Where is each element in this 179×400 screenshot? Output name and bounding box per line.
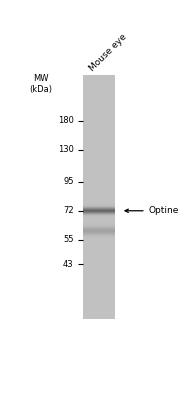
Text: 55: 55 [63, 236, 74, 244]
Text: MW
(kDa): MW (kDa) [29, 74, 52, 94]
Text: 72: 72 [63, 206, 74, 215]
Text: 130: 130 [58, 146, 74, 154]
Text: 180: 180 [58, 116, 74, 125]
Text: Optineurin: Optineurin [149, 206, 179, 215]
Text: Mouse eye: Mouse eye [88, 32, 128, 73]
Text: 95: 95 [63, 177, 74, 186]
Text: 43: 43 [63, 260, 74, 269]
